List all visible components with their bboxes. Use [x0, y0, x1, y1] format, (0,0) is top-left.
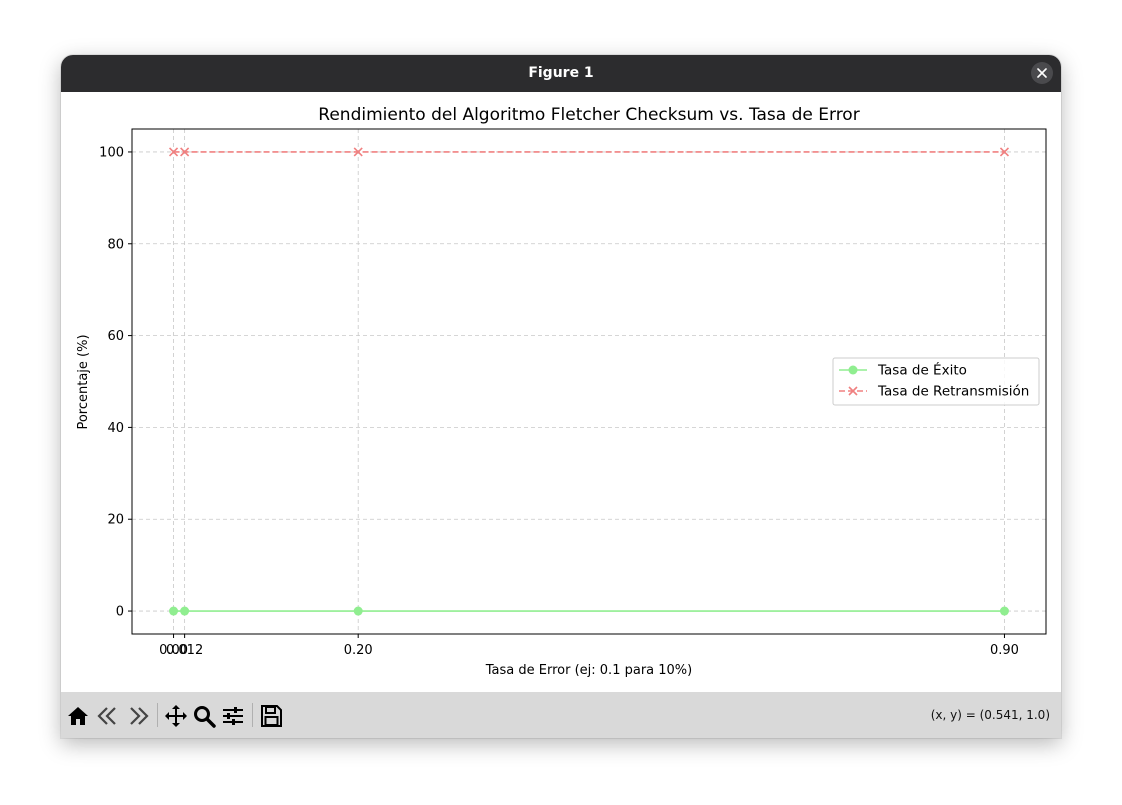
legend-label: Tasa de Éxito [877, 362, 967, 379]
close-button[interactable] [1031, 62, 1053, 84]
y-axis-label: Porcentaje (%) [76, 334, 91, 429]
axes-frame [131, 128, 1047, 635]
forward-button[interactable] [125, 703, 151, 729]
y-tick-label: 80 [107, 237, 124, 252]
save-button[interactable] [258, 703, 284, 729]
y-tick-label: 20 [107, 513, 124, 528]
data-point-marker [999, 606, 1009, 616]
x-axis-label: Tasa de Error (ej: 0.1 para 10%) [485, 663, 692, 678]
back-button[interactable] [95, 703, 121, 729]
x-tick-label: 0.012 [166, 643, 203, 658]
configure-subplots-icon [223, 707, 243, 725]
forward-arrow-icon [130, 707, 149, 725]
chart-title: Rendimiento del Algoritmo Fletcher Check… [318, 105, 859, 125]
line-chart: 0 20 40 60 80 100 0.000.012 0.20 0.90 Rendimient… [76, 105, 1047, 678]
save-icon [261, 705, 282, 727]
toolbar-separator [252, 703, 253, 727]
figure-window: Figure 1 0 20 40 60 80 100 0.00 0.012 0.20 0.90 R… [61, 55, 1061, 738]
data-point-marker [180, 147, 190, 157]
data-point-marker [848, 365, 858, 375]
x-tick-label: 0.00 [159, 643, 188, 658]
y-tick-label: 40 [107, 421, 124, 436]
x-tick-label: 0.20 [344, 643, 373, 658]
data-point-marker [999, 147, 1010, 157]
configure-subplots-button[interactable] [220, 703, 246, 729]
y-tick-label: 60 [107, 329, 124, 344]
window-title: Figure 1 [528, 65, 594, 81]
title-bar: Figure 1 [61, 55, 1061, 92]
y-tick-label: 0 [116, 605, 124, 620]
legend-label: Tasa de Retransmisión [877, 384, 1029, 400]
data-point-marker [848, 386, 858, 396]
zoom-button[interactable] [191, 703, 217, 729]
close-icon [1037, 68, 1047, 78]
home-icon [68, 707, 88, 725]
plot-canvas[interactable]: 0 20 40 60 80 100 0.00 0.012 0.20 0.90 Rendimient… [61, 92, 1061, 692]
back-arrow-icon [97, 707, 116, 725]
x-tick-label: 0.90 [990, 643, 1019, 658]
toolbar-separator [157, 703, 158, 727]
cursor-coordinates: (x, y) = (0.541, 1.0) [930, 708, 1050, 722]
pan-button[interactable] [163, 703, 189, 729]
data-point-marker [353, 606, 363, 616]
data-point-marker [169, 606, 179, 616]
home-button[interactable] [65, 703, 91, 729]
data-point-marker [180, 606, 190, 616]
navigation-toolbar: (x, y) = (0.541, 1.0) [61, 692, 1061, 738]
legend: Tasa de Éxito Tasa de Retransmisión [832, 357, 1040, 406]
pan-icon [165, 705, 187, 727]
y-tick-label: 100 [99, 145, 124, 160]
data-point-marker [168, 147, 179, 157]
zoom-icon [194, 706, 216, 728]
data-point-marker [353, 147, 363, 157]
